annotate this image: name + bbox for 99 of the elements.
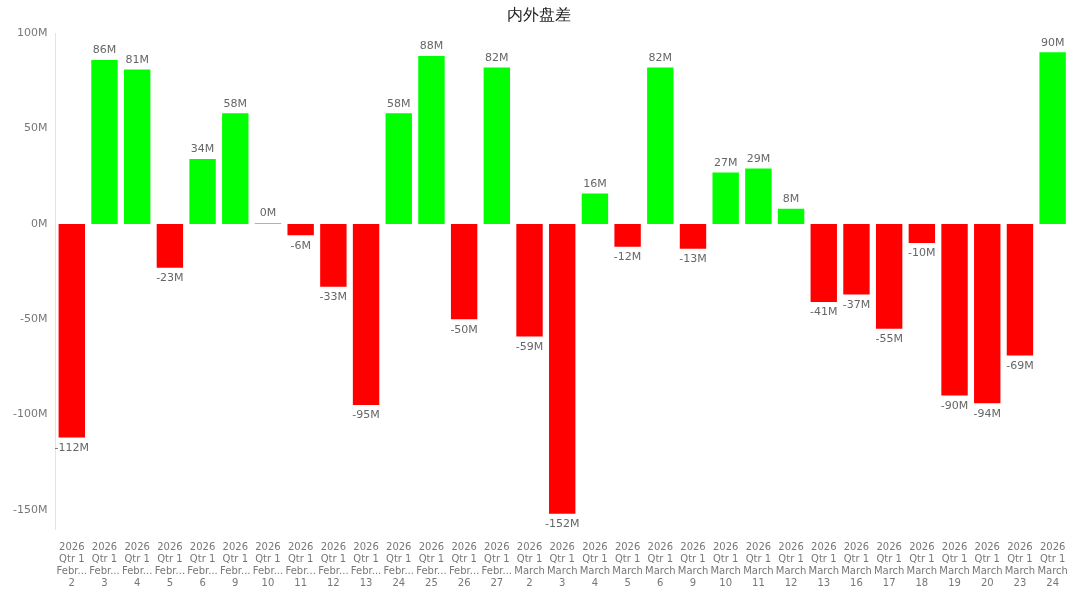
- bar: [91, 59, 118, 224]
- data-label: -95M: [352, 408, 380, 422]
- x-tick-label: 2026 Qtr 1 Febr... 13: [350, 540, 382, 588]
- bar: [450, 223, 478, 320]
- data-label: 8M: [782, 192, 800, 205]
- data-label: 82M: [648, 50, 673, 64]
- x-tick-label: 2026 Qtr 1 Febr... 27: [481, 540, 513, 588]
- x-tick-label: 2026 Qtr 1 March 23: [1004, 540, 1036, 588]
- bar: [320, 223, 347, 287]
- bar: [385, 113, 412, 224]
- x-tick-label: 2026 Qtr 1 Febr... 6: [187, 540, 218, 588]
- y-tick-label: 0M: [30, 216, 48, 230]
- x-tick-label: 2026 Qtr 1 March 5: [612, 540, 643, 588]
- bar: [679, 223, 707, 249]
- bar: [810, 223, 837, 303]
- bar: [745, 168, 772, 224]
- data-label: 90M: [1040, 35, 1065, 49]
- data-label: 82M: [485, 50, 509, 64]
- data-label: 58M: [223, 96, 248, 110]
- bar: [549, 223, 576, 514]
- data-label: 88M: [419, 39, 444, 53]
- bar: [843, 223, 870, 295]
- data-label: -23M: [156, 271, 184, 285]
- x-tick-label: 2026 Qtr 1 Febr... 5: [154, 540, 186, 588]
- bar: [156, 223, 184, 268]
- data-label: -37M: [842, 297, 871, 311]
- x-tick-label: 2026 Qtr 1 March 12: [775, 540, 807, 588]
- y-tick-label: -50M: [19, 312, 48, 326]
- x-tick-label: 2026 Qtr 1 Febr... 24: [383, 540, 414, 588]
- x-tick-label: 2026 Qtr 1 March 11: [743, 540, 774, 588]
- x-tick-label: 2026 Qtr 1 Febr... 3: [89, 540, 120, 588]
- bar: [647, 67, 674, 224]
- bar: [1006, 223, 1034, 356]
- bar: [418, 56, 445, 224]
- data-label: 86M: [92, 43, 117, 57]
- bar: [123, 69, 151, 224]
- data-label: -55M: [875, 332, 903, 346]
- data-label: 81M: [125, 52, 149, 66]
- data-label: -69M: [1006, 358, 1034, 372]
- bar: [712, 172, 739, 224]
- bar: [483, 67, 511, 224]
- x-tick-label: 2026 Qtr 1 March 6: [645, 540, 676, 588]
- data-label: -94M: [973, 406, 1001, 420]
- data-label: -112M: [54, 440, 90, 454]
- bar: [941, 223, 968, 396]
- data-label: -50M: [450, 322, 478, 336]
- data-label: -33M: [319, 290, 348, 304]
- x-tick-label: 2026 Qtr 1 March 24: [1037, 540, 1068, 588]
- x-tick-label: 2026 Qtr 1 March 3: [546, 540, 578, 588]
- data-label: 34M: [190, 142, 215, 156]
- x-tick-label: 2026 Qtr 1 March 10: [710, 540, 741, 588]
- bar: [614, 223, 641, 247]
- x-tick-label: 2026 Qtr 1 Febr... 26: [448, 540, 480, 588]
- data-label: 29M: [746, 151, 771, 165]
- chart-title: 内外盘差: [506, 4, 571, 24]
- x-tick-label: 2026 Qtr 1 Febr... 10: [252, 540, 284, 588]
- bar: [1039, 52, 1066, 224]
- x-tick-label: 2026 Qtr 1 March 17: [873, 540, 905, 588]
- data-label: -90M: [940, 398, 969, 412]
- x-tick-label: 2026 Qtr 1 March 4: [579, 540, 611, 588]
- bar: [908, 223, 936, 243]
- data-label: 16M: [583, 176, 607, 190]
- x-tick-label: 2026 Qtr 1 Febr... 11: [285, 540, 316, 588]
- x-tick-label: 2026 Qtr 1 March 16: [841, 540, 872, 588]
- x-tick-label: 2026 Qtr 1 March 18: [906, 540, 938, 588]
- bar: [516, 223, 543, 337]
- x-tick-label: 2026 Qtr 1 Febr... 25: [416, 540, 447, 588]
- x-tick-label: 2026 Qtr 1 March 13: [808, 540, 840, 588]
- x-tick-label: 2026 Qtr 1 Febr... 12: [318, 540, 349, 588]
- bar: [974, 223, 1001, 404]
- data-label: -6M: [290, 238, 311, 252]
- x-tick-label: 2026 Qtr 1 Febr... 2: [56, 540, 88, 588]
- data-label: -10M: [908, 246, 936, 260]
- data-label: -152M: [544, 517, 580, 531]
- bar: [352, 223, 380, 406]
- x-tick-label: 2026 Qtr 1 Febr... 9: [220, 540, 251, 588]
- data-label: -12M: [613, 250, 642, 264]
- data-label: 58M: [386, 96, 411, 110]
- bar: [58, 223, 85, 438]
- bar: [875, 223, 903, 329]
- data-label: -41M: [810, 305, 838, 319]
- y-tick-label: -150M: [12, 502, 48, 516]
- x-tick-label: 2026 Qtr 1 March 20: [972, 540, 1003, 588]
- data-label: 0M: [259, 206, 277, 220]
- x-tick-label: 2026 Qtr 1 Febr... 4: [121, 540, 153, 588]
- data-label: 27M: [713, 155, 738, 169]
- bar: [222, 113, 249, 224]
- y-tick-label: 50M: [23, 121, 48, 135]
- x-tick-label: 2026 Qtr 1 March 19: [939, 540, 970, 588]
- bar: [287, 223, 314, 236]
- y-tick-label: -100M: [12, 407, 48, 421]
- x-tick-label: 2026 Qtr 1 March 2: [514, 540, 545, 588]
- data-label: -13M: [679, 252, 707, 266]
- x-tick-label: 2026 Qtr 1 March 9: [677, 540, 709, 588]
- data-label: -59M: [515, 339, 544, 353]
- bar: [777, 208, 805, 224]
- bar: [581, 193, 609, 224]
- y-tick-label: 100M: [16, 26, 48, 40]
- bar: [189, 159, 216, 224]
